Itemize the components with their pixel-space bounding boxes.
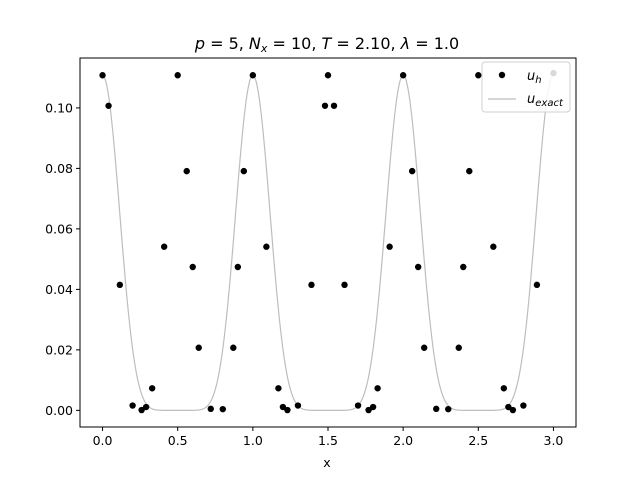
- title-nx-sub: x: [260, 42, 268, 55]
- u-h-point: [475, 72, 482, 79]
- u-h-point: [500, 385, 508, 392]
- u-exact-series: [102, 74, 554, 411]
- u-h-point: [284, 406, 291, 414]
- u-h-point: [455, 344, 462, 351]
- u-h-point: [160, 243, 168, 250]
- x-axis-ticks: 0.0 0.5 1.0 1.5 2.0 2.5 3.0: [93, 427, 564, 448]
- u-h-point: [138, 406, 145, 414]
- u-h-point: [321, 102, 329, 109]
- u-h-point: [294, 402, 302, 409]
- u-h-point: [466, 167, 473, 175]
- y-tick-label: 0.00: [45, 403, 73, 418]
- y-tick-label: 0.04: [45, 282, 73, 297]
- u-h-point: [341, 281, 348, 289]
- x-tick-label: 1.5: [318, 433, 338, 448]
- title-nx-val: = 10,: [267, 34, 321, 53]
- u-h-point: [374, 385, 381, 392]
- x-tick-label: 1.0: [243, 433, 263, 448]
- u-h-point: [386, 243, 393, 250]
- x-tick-label: 0.5: [168, 433, 188, 448]
- u-h-point: [207, 405, 214, 413]
- u-h-point: [195, 344, 202, 351]
- u-h-point: [189, 263, 196, 271]
- u-h-point: [399, 72, 407, 79]
- x-axis-label: x: [323, 455, 330, 470]
- title-p-var: p: [194, 34, 205, 53]
- x-tick-label: 0.0: [93, 433, 113, 448]
- u-h-point: [369, 403, 377, 411]
- y-tick-label: 0.10: [45, 100, 73, 115]
- u-h-point: [490, 243, 497, 250]
- u-h-point: [433, 405, 440, 413]
- u-h-point: [520, 402, 527, 409]
- u-h-point: [263, 243, 270, 250]
- u-h-point: [414, 263, 422, 271]
- legend-u-exact-sub: exact: [535, 98, 564, 109]
- y-tick-label: 0.02: [45, 342, 73, 357]
- u-h-point: [509, 406, 517, 414]
- title-nx-var: N: [249, 34, 261, 53]
- u-h-point: [249, 72, 257, 79]
- u-h-point: [445, 405, 452, 413]
- u-h-point: [279, 403, 287, 411]
- x-tick-label: 2.5: [468, 433, 488, 448]
- y-axis-ticks: 0.00 0.02 0.04 0.06 0.08 0.10: [45, 100, 80, 418]
- legend-u-h-var: u: [527, 69, 535, 84]
- u-h-point: [420, 344, 428, 351]
- u-h-point: [324, 72, 332, 79]
- title-lambda-var: λ: [400, 34, 410, 53]
- legend-u-exact-var: u: [527, 92, 535, 107]
- u-h-point: [105, 102, 112, 109]
- legend-marker-u-h: [498, 71, 506, 79]
- title-lambda-val: = 1.0: [410, 34, 459, 53]
- u-h-point: [330, 102, 338, 109]
- title-p-val: = 5,: [205, 34, 249, 53]
- u-h-point: [234, 263, 242, 271]
- u-h-point: [174, 72, 181, 79]
- u-h-point: [183, 167, 190, 175]
- x-tick-label: 3.0: [544, 433, 564, 448]
- u-h-point: [365, 406, 372, 414]
- y-tick-label: 0.08: [45, 161, 73, 176]
- u-h-point: [99, 72, 106, 79]
- title-t-val: = 2.10,: [331, 34, 400, 53]
- u-h-point: [142, 403, 150, 411]
- u-h-point: [408, 167, 416, 175]
- u-h-point: [148, 385, 156, 392]
- legend-u-h-sub: h: [535, 75, 541, 86]
- x-tick-label: 2.0: [393, 433, 413, 448]
- chart-title: p = 5, Nx = 10, T = 2.10, λ = 1.0: [194, 34, 459, 55]
- u-h-point: [240, 167, 248, 175]
- u-h-point: [533, 281, 541, 289]
- y-tick-label: 0.06: [45, 221, 73, 236]
- title-t-var: T: [322, 34, 333, 53]
- u-h-point: [275, 385, 282, 392]
- legend-label-u-h: uh: [527, 69, 542, 86]
- u-h-point: [354, 402, 362, 409]
- u-exact-line: [102, 74, 554, 411]
- u-h-point: [129, 402, 136, 409]
- u-h-point: [116, 281, 124, 289]
- legend: uh uexact: [481, 61, 571, 113]
- u-h-series: [99, 69, 557, 414]
- u-h-point: [505, 403, 512, 411]
- u-h-point: [460, 263, 467, 271]
- u-h-point: [230, 344, 237, 351]
- u-h-point: [219, 405, 226, 413]
- u-h-point: [308, 281, 315, 289]
- legend-label-u-exact: uexact: [527, 92, 564, 109]
